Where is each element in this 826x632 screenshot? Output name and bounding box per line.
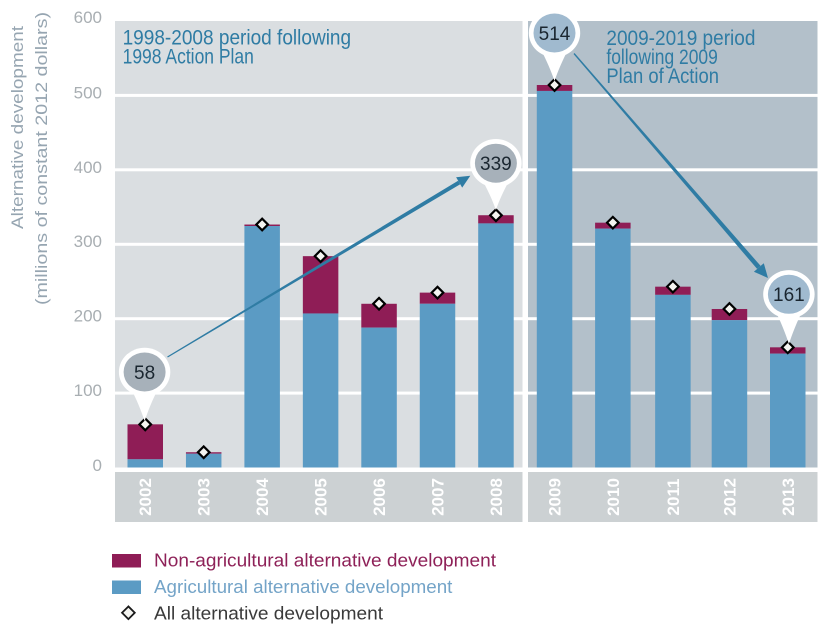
- svg-text:2009-2019 period: 2009-2019 period: [606, 27, 755, 50]
- svg-text:2007: 2007: [429, 478, 448, 516]
- svg-text:Agricultural alternative devel: Agricultural alternative development: [154, 577, 452, 597]
- svg-text:400: 400: [74, 158, 102, 177]
- svg-text:100: 100: [74, 381, 102, 400]
- svg-text:All alternative development: All alternative development: [154, 604, 383, 624]
- svg-text:58: 58: [134, 363, 155, 384]
- svg-text:300: 300: [74, 232, 102, 251]
- svg-text:2012: 2012: [721, 478, 740, 516]
- svg-text:600: 600: [74, 8, 102, 27]
- svg-text:2011: 2011: [664, 479, 683, 516]
- svg-text:2004: 2004: [253, 478, 272, 516]
- svg-text:1998-2008 period following: 1998-2008 period following: [123, 27, 352, 50]
- svg-text:Non-agricultural alternative d: Non-agricultural alternative development: [154, 551, 496, 571]
- svg-text:339: 339: [480, 154, 512, 175]
- svg-text:0: 0: [93, 456, 102, 475]
- svg-text:2008: 2008: [487, 478, 506, 516]
- svg-text:2006: 2006: [370, 478, 389, 516]
- svg-text:(millions of constant 2012 dol: (millions of constant 2012 dollars): [32, 12, 51, 305]
- svg-text:2013: 2013: [779, 478, 798, 516]
- svg-text:2005: 2005: [312, 478, 331, 516]
- svg-text:200: 200: [74, 307, 102, 326]
- svg-text:2009: 2009: [546, 478, 565, 516]
- svg-text:Alternative development: Alternative development: [8, 26, 27, 229]
- svg-text:2010: 2010: [604, 478, 623, 516]
- svg-text:2003: 2003: [195, 478, 214, 516]
- svg-text:2002: 2002: [136, 478, 155, 516]
- svg-text:500: 500: [74, 83, 102, 102]
- svg-text:1998 Action Plan: 1998 Action Plan: [123, 46, 254, 69]
- svg-text:following 2009: following 2009: [606, 46, 717, 69]
- svg-text:161: 161: [773, 285, 805, 306]
- svg-text:514: 514: [539, 24, 571, 45]
- svg-text:Plan of Action: Plan of Action: [606, 65, 719, 88]
